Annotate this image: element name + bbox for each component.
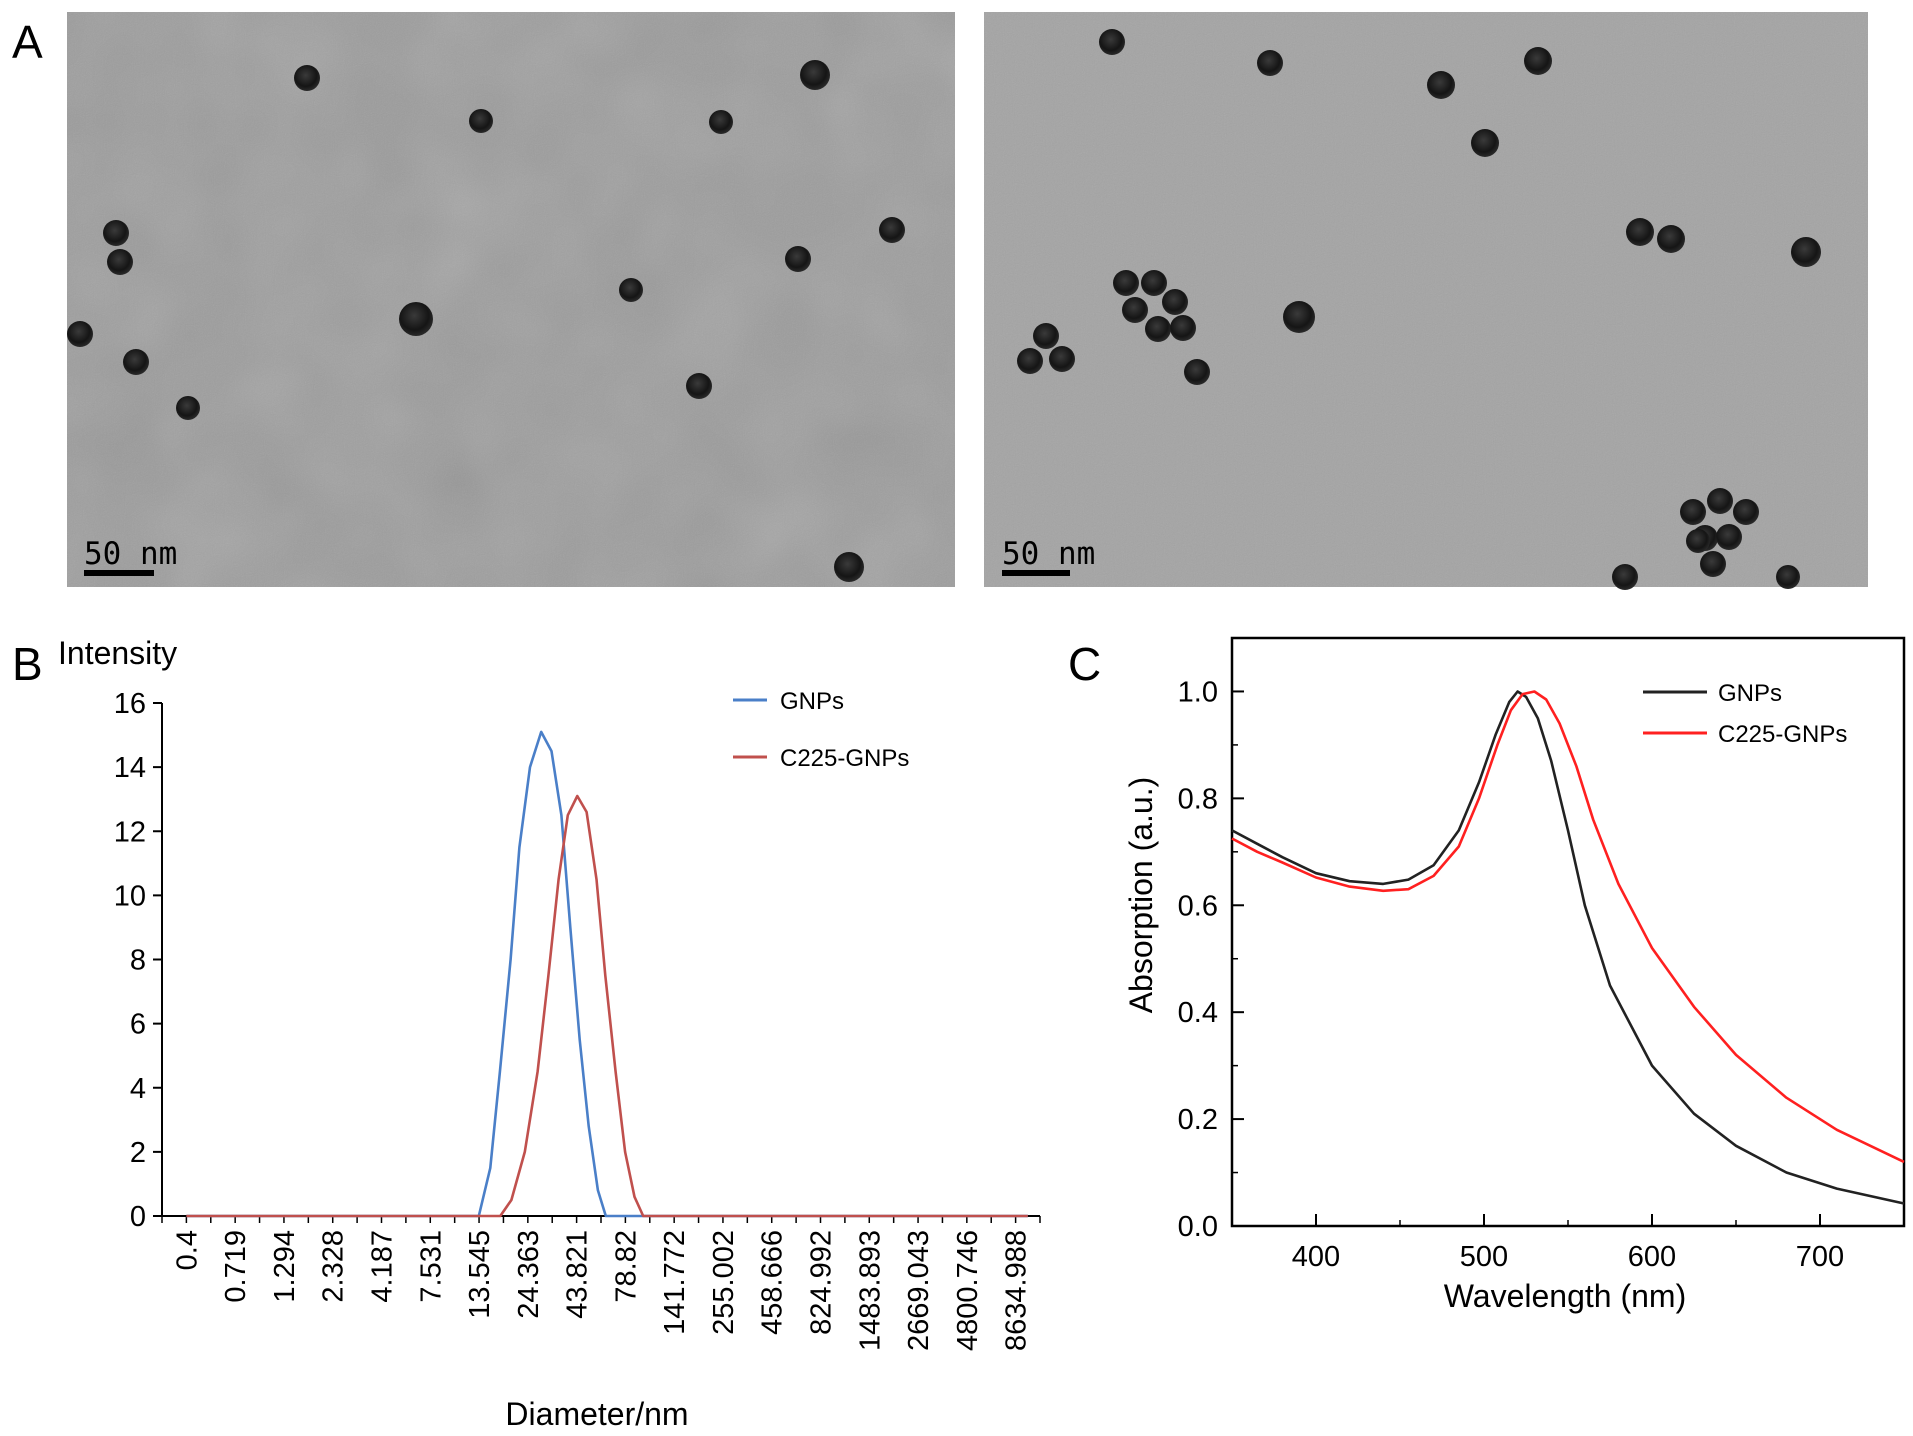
chart-b-plot: 0 2 4 6 8 10 12 14 16 0.4 0.719 1.294 2.328 4.187 7.53…: [114, 688, 1041, 1351]
chart-b-ytick-label: 0: [130, 1201, 146, 1233]
chart-b-ytick-label: 12: [114, 816, 146, 848]
chart-c-legend-label: C225-GNPs: [1718, 721, 1847, 748]
panel-c-letter: C: [1068, 638, 1101, 690]
chart-c-ytick-label: 0.6: [1178, 890, 1218, 922]
chart-c-xtick-label: 700: [1796, 1241, 1844, 1273]
chart-c-series-line: [1231, 690, 1905, 1164]
scale-bar-left: [84, 570, 154, 576]
tem-image-left: 50 nm: [67, 12, 955, 587]
chart-c-xtick-label: 500: [1460, 1241, 1508, 1273]
scale-bar-label-left: 50 nm: [84, 536, 177, 572]
chart-b-xtick-label: 8634.988: [1001, 1230, 1033, 1351]
nanoparticles-left: [67, 60, 905, 582]
panel-a: A 50 n: [12, 12, 1868, 590]
chart-c-ytick-label: 0.4: [1178, 997, 1218, 1029]
chart-b-xtick-label: 458.666: [757, 1230, 789, 1335]
chart-b-ytick-label: 10: [114, 880, 146, 912]
chart-b-series-line: [186, 730, 1028, 1218]
chart-c-xlabel: Wavelength (nm): [1444, 1278, 1686, 1314]
chart-c-ytick-label: 0.2: [1178, 1104, 1218, 1136]
chart-c-ytick-label: 1.0: [1178, 676, 1218, 708]
chart-c-xtick-label: 600: [1628, 1241, 1676, 1273]
chart-b-series-line: [186, 794, 1028, 1218]
chart-b-xtick-label: 4800.746: [952, 1230, 984, 1351]
chart-c-legend-label: GNPs: [1718, 680, 1782, 707]
chart-b-ytick-label: 8: [130, 945, 146, 977]
chart-b-xtick-label: 43.821: [562, 1230, 594, 1319]
panel-b: B Intensity Diameter/nm 0 2 4 6 8 10 12 14 16 0.4…: [12, 635, 1041, 1432]
chart-b-xtick-label: 7.531: [415, 1230, 447, 1303]
chart-b-ytick-label: 4: [130, 1073, 146, 1105]
chart-b-legend-label: GNPs: [780, 688, 844, 715]
chart-b-xtick-label: 1.294: [269, 1230, 301, 1303]
scale-bar-right: [1002, 570, 1070, 576]
chart-c-ytick-label: 0.0: [1178, 1211, 1218, 1243]
chart-b-xtick-label: 4.187: [367, 1230, 399, 1303]
chart-b-xtick-label: 824.992: [806, 1230, 838, 1335]
chart-b-xlabel: Diameter/nm: [505, 1396, 688, 1432]
nanoparticles-right: [1017, 29, 1821, 590]
panel-b-letter: B: [12, 638, 43, 690]
chart-b-xtick-label: 1483.893: [854, 1230, 886, 1351]
chart-b-xtick-label: 0.4: [171, 1230, 203, 1270]
chart-c-series-line: [1231, 690, 1905, 1205]
chart-b-ylabel: Intensity: [58, 635, 177, 671]
scale-bar-label-right: 50 nm: [1002, 536, 1095, 572]
chart-b-ytick-label: 16: [114, 688, 146, 720]
chart-b-ytick-label: 2: [130, 1137, 146, 1169]
chart-c-xtick-label: 400: [1292, 1241, 1340, 1273]
chart-b-xtick-label: 78.82: [610, 1230, 642, 1303]
chart-c-ytick-label: 0.8: [1178, 783, 1218, 815]
chart-b-xtick-label: 2669.043: [903, 1230, 935, 1351]
panel-c: C Wavelength (nm) Absorption (a.u.) 400 5…: [1068, 636, 1906, 1314]
chart-b-ytick-label: 14: [114, 752, 146, 784]
chart-b-xtick-label: 24.363: [513, 1230, 545, 1319]
chart-b-xtick-label: 255.002: [708, 1230, 740, 1335]
panel-a-letter: A: [12, 16, 43, 68]
chart-c-ylabel: Absorption (a.u.): [1123, 777, 1159, 1014]
chart-b-xtick-label: 141.772: [659, 1230, 691, 1335]
chart-b-xtick-label: 2.328: [318, 1230, 350, 1303]
chart-b-xtick-label: 0.719: [220, 1230, 252, 1303]
chart-b-ytick-label: 6: [130, 1009, 146, 1041]
tem-image-right: 50 nm: [984, 12, 1868, 590]
chart-c-plot: 400 500 600 700 0.0 0.2 0.4 0.6 0.8 1.0 GNPs C225-G…: [1178, 636, 1906, 1273]
chart-b-xtick-label: 13.545: [464, 1230, 496, 1319]
chart-b-legend-label: C225-GNPs: [780, 745, 909, 772]
